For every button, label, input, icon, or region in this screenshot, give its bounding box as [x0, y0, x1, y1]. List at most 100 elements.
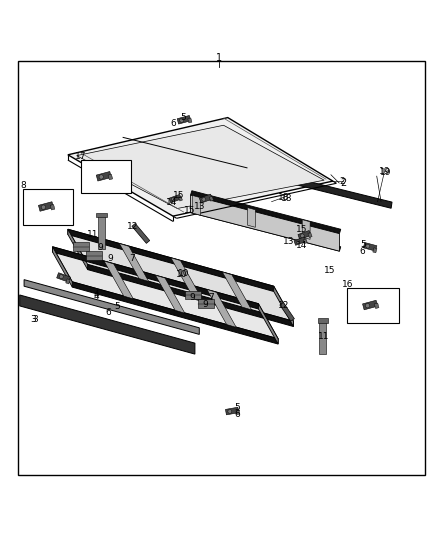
- Polygon shape: [207, 289, 237, 327]
- Text: 9: 9: [190, 293, 196, 302]
- Polygon shape: [280, 303, 294, 321]
- Polygon shape: [373, 248, 377, 253]
- Text: 18: 18: [281, 194, 293, 203]
- Polygon shape: [53, 247, 278, 339]
- Polygon shape: [20, 295, 195, 354]
- Polygon shape: [188, 118, 192, 123]
- Text: 6: 6: [106, 308, 112, 317]
- Polygon shape: [363, 300, 378, 310]
- Bar: [23, 189, 73, 225]
- Polygon shape: [68, 229, 88, 270]
- Polygon shape: [209, 196, 214, 201]
- Text: 6: 6: [170, 119, 176, 128]
- Polygon shape: [66, 279, 70, 284]
- Text: 4: 4: [94, 292, 99, 301]
- Polygon shape: [53, 247, 258, 309]
- Polygon shape: [191, 208, 341, 251]
- Polygon shape: [155, 275, 185, 313]
- Polygon shape: [104, 261, 133, 299]
- Text: 13: 13: [194, 201, 205, 211]
- Polygon shape: [308, 233, 312, 238]
- Text: 5: 5: [180, 113, 186, 122]
- Circle shape: [180, 118, 184, 123]
- Polygon shape: [68, 229, 274, 292]
- Polygon shape: [236, 410, 240, 415]
- Circle shape: [228, 409, 232, 414]
- Polygon shape: [53, 247, 72, 287]
- Polygon shape: [132, 223, 150, 244]
- Text: 11: 11: [87, 230, 99, 239]
- Polygon shape: [226, 407, 239, 415]
- Polygon shape: [39, 201, 53, 211]
- Polygon shape: [294, 237, 306, 245]
- Polygon shape: [68, 229, 293, 321]
- Polygon shape: [98, 216, 105, 249]
- Polygon shape: [304, 239, 307, 244]
- Polygon shape: [318, 318, 328, 322]
- Text: 15: 15: [173, 191, 184, 200]
- Polygon shape: [50, 205, 55, 210]
- Text: 18: 18: [278, 193, 290, 202]
- Bar: [81, 160, 131, 193]
- Text: 5: 5: [360, 240, 366, 249]
- Polygon shape: [88, 264, 293, 327]
- Text: 17: 17: [75, 152, 87, 161]
- Polygon shape: [96, 213, 107, 217]
- Polygon shape: [199, 194, 212, 203]
- Polygon shape: [57, 273, 71, 282]
- Polygon shape: [271, 172, 392, 208]
- Text: 6: 6: [360, 247, 366, 256]
- Text: 14: 14: [296, 241, 307, 250]
- Polygon shape: [119, 244, 149, 281]
- Text: 12: 12: [278, 301, 290, 310]
- Polygon shape: [108, 174, 113, 180]
- Polygon shape: [222, 272, 251, 310]
- Polygon shape: [179, 197, 183, 201]
- Text: 15: 15: [184, 206, 195, 215]
- Polygon shape: [298, 230, 311, 239]
- Circle shape: [300, 234, 304, 238]
- Text: 15: 15: [324, 265, 335, 274]
- Polygon shape: [177, 116, 191, 124]
- Circle shape: [41, 205, 46, 209]
- Text: 2: 2: [341, 178, 347, 188]
- Text: 9: 9: [97, 243, 103, 252]
- Text: 19: 19: [379, 166, 390, 175]
- Circle shape: [59, 274, 63, 279]
- Text: 19: 19: [380, 168, 391, 177]
- Text: 14: 14: [166, 198, 177, 207]
- Text: 13: 13: [283, 237, 294, 246]
- Polygon shape: [258, 304, 278, 344]
- Polygon shape: [72, 282, 278, 344]
- Text: 15: 15: [296, 225, 307, 234]
- Text: 7: 7: [129, 254, 135, 263]
- Polygon shape: [68, 118, 333, 216]
- Text: 1: 1: [216, 53, 222, 63]
- Text: 5: 5: [234, 403, 240, 412]
- Text: 12: 12: [127, 222, 138, 231]
- Text: 5: 5: [114, 302, 120, 311]
- Polygon shape: [191, 195, 339, 251]
- Polygon shape: [274, 286, 293, 327]
- Text: 3: 3: [30, 316, 36, 325]
- Text: 9: 9: [107, 254, 113, 263]
- Text: 4: 4: [94, 290, 99, 300]
- Polygon shape: [247, 207, 255, 227]
- Polygon shape: [171, 258, 200, 296]
- Polygon shape: [24, 280, 199, 334]
- Polygon shape: [302, 220, 310, 239]
- Polygon shape: [73, 243, 89, 251]
- Polygon shape: [374, 303, 379, 309]
- Circle shape: [99, 175, 103, 179]
- Circle shape: [296, 240, 300, 244]
- Text: 10: 10: [178, 269, 190, 278]
- Polygon shape: [96, 172, 111, 181]
- Polygon shape: [198, 300, 214, 308]
- Polygon shape: [185, 290, 201, 300]
- Text: 16: 16: [342, 280, 353, 289]
- Polygon shape: [193, 196, 201, 215]
- Text: 7: 7: [208, 293, 214, 302]
- Polygon shape: [319, 321, 326, 354]
- Text: 2: 2: [340, 176, 345, 185]
- Text: 3: 3: [32, 314, 38, 324]
